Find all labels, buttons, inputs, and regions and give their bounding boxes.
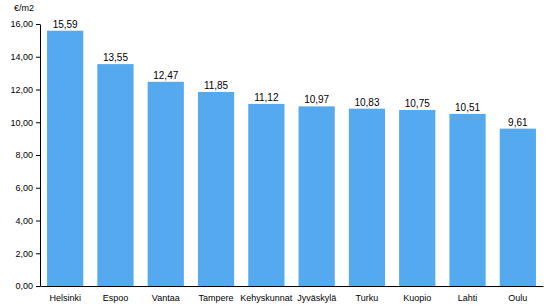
data-label: 11,12 bbox=[254, 92, 279, 103]
y-axis-line bbox=[40, 25, 41, 287]
y-tick-mark bbox=[36, 24, 40, 25]
data-labels: 15,59 13,55 12,47 11,85 11,12 10,97 10,83 10,75… bbox=[53, 19, 528, 128]
x-tick-label: Oulu bbox=[508, 293, 527, 303]
x-tick: Helsinki bbox=[49, 286, 81, 303]
bar bbox=[248, 104, 284, 286]
x-tick-label: Turku bbox=[356, 293, 379, 303]
y-tick-label: 4,00 bbox=[15, 216, 33, 226]
y-tick-mark bbox=[36, 155, 40, 156]
y-tick-label: 6,00 bbox=[15, 183, 33, 193]
x-tick-label: Tampere bbox=[199, 293, 234, 303]
data-label: 11,85 bbox=[204, 80, 229, 91]
bar bbox=[97, 64, 133, 286]
x-tick-label: Kuopio bbox=[403, 293, 431, 303]
y-tick: 8,00 bbox=[15, 150, 40, 160]
bar bbox=[148, 82, 184, 286]
plot: 0,00 2,00 4,00 6,00 8,00 10,00 12,00 14,00 16,00… bbox=[10, 19, 543, 303]
y-tick: 10,00 bbox=[10, 118, 40, 128]
y-tick-label: 14,00 bbox=[10, 52, 33, 62]
x-tick-label: Helsinki bbox=[49, 293, 81, 303]
y-tick: 6,00 bbox=[15, 183, 40, 193]
x-tick: Vantaa bbox=[152, 286, 180, 303]
y-tick-mark bbox=[36, 221, 40, 222]
bar bbox=[47, 31, 83, 286]
y-tick-label: 16,00 bbox=[10, 19, 33, 29]
bar bbox=[449, 114, 485, 286]
data-label: 15,59 bbox=[53, 19, 78, 30]
y-tick: 16,00 bbox=[10, 19, 40, 29]
y-tick-mark bbox=[36, 286, 40, 287]
x-tick: Turku bbox=[356, 286, 379, 303]
data-label: 13,55 bbox=[103, 52, 128, 63]
bar bbox=[349, 109, 385, 286]
x-tick: Kuopio bbox=[403, 286, 431, 303]
y-tick-mark bbox=[36, 90, 40, 91]
data-label: 9,61 bbox=[508, 117, 528, 128]
y-tick-label: 0,00 bbox=[15, 281, 33, 291]
x-tick: Oulu bbox=[508, 286, 527, 303]
chart: 0,00 2,00 4,00 6,00 8,00 10,00 12,00 14,00 16,00… bbox=[0, 0, 547, 308]
data-label: 12,47 bbox=[153, 70, 178, 81]
y-tick-label: 10,00 bbox=[10, 118, 33, 128]
x-tick-label: Kehyskunnat bbox=[240, 293, 293, 303]
bar bbox=[399, 110, 435, 286]
y-tick: 12,00 bbox=[10, 85, 40, 95]
y-tick-mark bbox=[36, 122, 40, 123]
y-tick: 0,00 bbox=[15, 281, 40, 291]
x-tick: Tampere bbox=[199, 286, 234, 303]
y-tick-label: 12,00 bbox=[10, 85, 33, 95]
data-label: 10,97 bbox=[304, 94, 329, 105]
bar bbox=[500, 129, 536, 286]
y-tick-mark bbox=[36, 57, 40, 58]
y-tick-mark bbox=[36, 188, 40, 189]
x-tick: Lahti bbox=[458, 286, 478, 303]
x-tick: Jyväskylä bbox=[297, 286, 336, 303]
x-tick-label: Lahti bbox=[458, 293, 478, 303]
x-tick-label: Jyväskylä bbox=[297, 293, 336, 303]
x-tick-label: Espoo bbox=[103, 293, 129, 303]
data-label: 10,75 bbox=[405, 98, 430, 109]
y-tick: 14,00 bbox=[10, 52, 40, 62]
y-tick: 4,00 bbox=[15, 216, 40, 226]
y-tick-label: 2,00 bbox=[15, 249, 33, 259]
y-axis: 0,00 2,00 4,00 6,00 8,00 10,00 12,00 14,00 16,00 bbox=[10, 19, 40, 291]
bar bbox=[198, 92, 234, 286]
y-tick-label: 8,00 bbox=[15, 150, 33, 160]
data-label: 10,83 bbox=[354, 97, 379, 108]
y-axis-title: €/m2 bbox=[14, 3, 34, 13]
y-tick-mark bbox=[36, 253, 40, 254]
bars bbox=[47, 31, 536, 286]
x-tick: Kehyskunnat bbox=[240, 286, 293, 303]
x-tick: Espoo bbox=[103, 286, 129, 303]
x-axis: Helsinki Espoo Vantaa Tampere Kehyskunnat Jyv… bbox=[41, 286, 544, 303]
bar bbox=[299, 106, 335, 286]
data-label: 10,51 bbox=[455, 102, 480, 113]
x-axis-line bbox=[41, 286, 544, 287]
y-tick: 2,00 bbox=[15, 249, 40, 259]
x-tick-label: Vantaa bbox=[152, 293, 180, 303]
